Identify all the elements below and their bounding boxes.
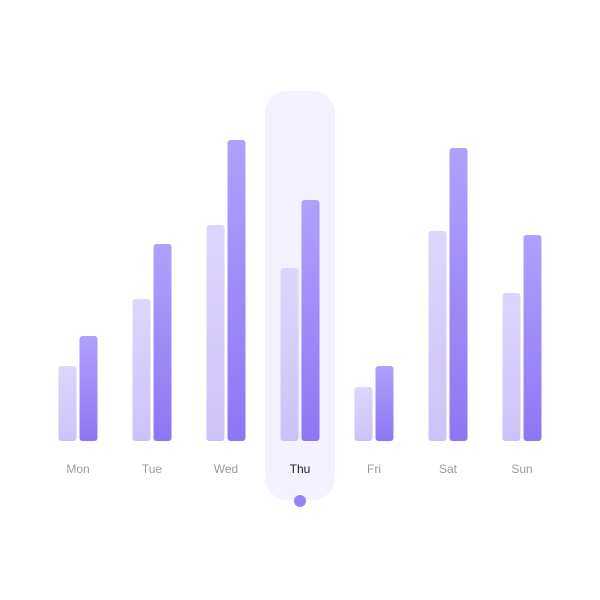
bar-sat-series-2[interactable]	[449, 148, 468, 441]
x-tick-label-mon[interactable]: Mon	[66, 462, 89, 476]
bar-mon-series-2[interactable]	[79, 336, 98, 441]
bar-sun-series-1[interactable]	[502, 293, 521, 441]
bar-tue-series-1[interactable]	[132, 299, 151, 441]
bar-thu-series-2[interactable]	[301, 200, 320, 441]
bar-wed-series-1[interactable]	[206, 225, 225, 441]
x-tick-label-thu[interactable]: Thu	[290, 462, 311, 476]
bar-sat-series-1[interactable]	[428, 231, 447, 441]
bar-tue-series-2[interactable]	[153, 244, 172, 441]
bar-wed-series-2[interactable]	[227, 140, 246, 441]
bar-sun-series-2[interactable]	[523, 235, 542, 441]
selected-day-highlight	[265, 91, 335, 500]
x-tick-label-sun[interactable]: Sun	[511, 462, 532, 476]
bar-thu-series-1[interactable]	[280, 268, 299, 441]
selected-day-indicator-dot	[294, 495, 306, 507]
bar-mon-series-1[interactable]	[58, 366, 77, 441]
x-tick-label-tue[interactable]: Tue	[142, 462, 163, 476]
x-tick-label-sat[interactable]: Sat	[439, 462, 458, 476]
bar-fri-series-2[interactable]	[375, 366, 394, 441]
bar-fri-series-1[interactable]	[354, 387, 373, 441]
x-tick-label-fri[interactable]: Fri	[367, 462, 381, 476]
x-tick-label-wed[interactable]: Wed	[214, 462, 238, 476]
